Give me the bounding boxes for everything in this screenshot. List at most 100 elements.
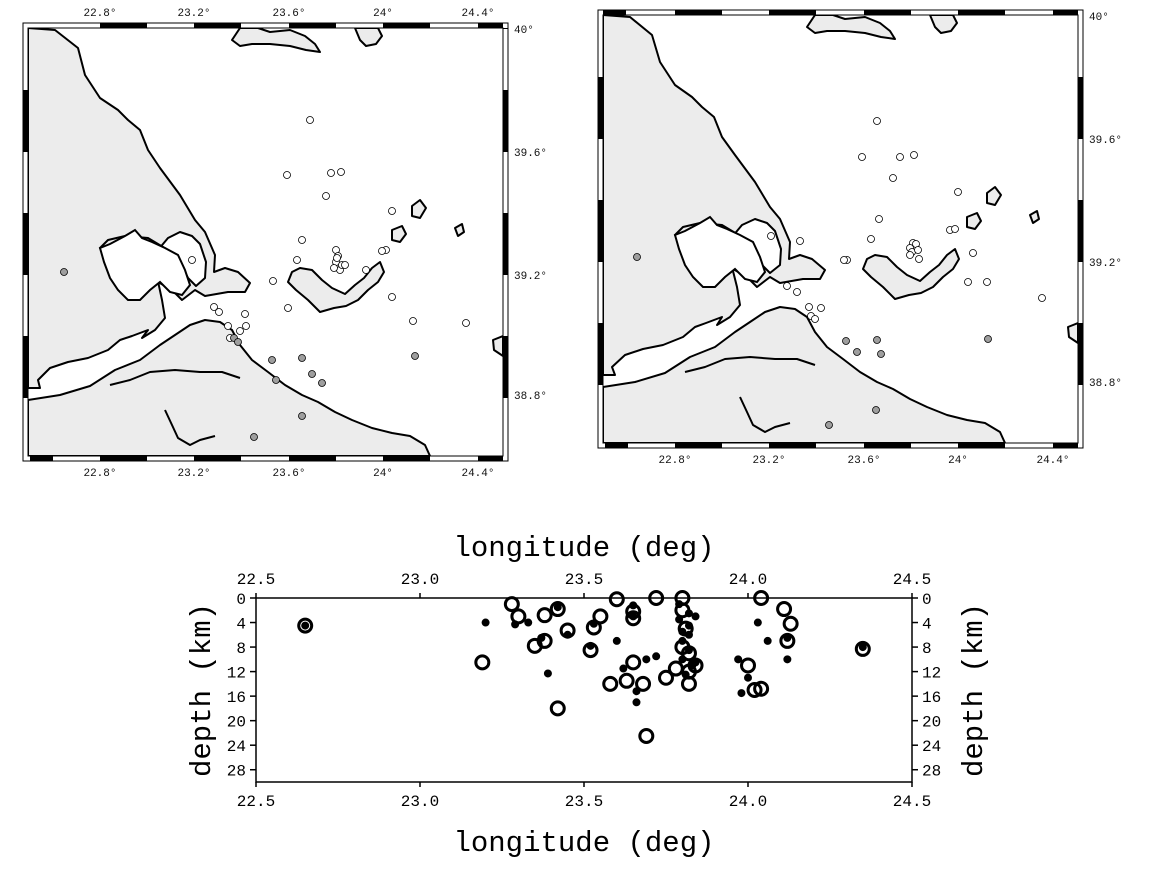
depth-axis-ticks: 22.5 22.5 23.0 23.0 23.5 23.5 24.0 24.0 24.5 24.5… <box>227 571 941 811</box>
depth-event-dot <box>678 636 687 645</box>
depth-event-ring <box>536 632 553 649</box>
left-top-tick-2: 23.2° <box>177 8 210 20</box>
depth-top-tick-label: 24.0 <box>729 571 767 589</box>
depth-event-ring <box>608 591 625 608</box>
depth-left-tick-label: 0 <box>236 591 246 609</box>
left-top-tick-1: 22.8° <box>83 8 116 20</box>
right-event-marker <box>840 256 848 264</box>
depth-event-dot <box>553 603 562 612</box>
left-event-marker <box>378 247 386 255</box>
right-map: 22.8° 23.2° 23.6° 24° 24.4° 40° 39.6° 39… <box>597 9 1122 467</box>
depth-event-dot <box>678 627 687 636</box>
left-event-marker <box>322 192 330 200</box>
depth-points <box>297 590 871 744</box>
depth-event-ring <box>753 590 770 606</box>
left-event-marker <box>330 264 338 272</box>
depth-event-dot <box>737 689 746 698</box>
depth-bottom-tick-label: 22.5 <box>237 793 275 811</box>
right-event-marker-grey <box>877 350 885 358</box>
right-event-marker <box>906 251 914 259</box>
depth-event-dot <box>678 655 687 664</box>
right-event-marker <box>889 174 897 182</box>
depth-event-dot <box>629 612 638 621</box>
left-euboea-north <box>287 261 385 313</box>
right-map-border-pattern <box>598 10 1083 448</box>
depth-event-ring <box>503 596 520 613</box>
left-map-events <box>60 116 470 441</box>
right-bottom-tick-5: 24.4° <box>1036 455 1069 467</box>
right-bottom-tick-2: 23.2° <box>752 455 785 467</box>
left-right-tick-2: 39.6° <box>514 148 547 160</box>
depth-event-ring <box>635 675 652 692</box>
left-event-marker-grey <box>308 370 316 378</box>
left-map-land <box>28 28 503 456</box>
right-event-marker-grey <box>842 337 850 345</box>
depth-event-dot <box>629 601 638 610</box>
depth-event-dot <box>563 630 572 639</box>
right-islet-4 <box>1067 322 1078 344</box>
left-event-marker-grey <box>268 356 276 364</box>
depth-right-tick-label: 8 <box>922 640 932 658</box>
depth-event-ring <box>602 675 619 692</box>
depth-top-tick-label: 23.0 <box>401 571 439 589</box>
left-event-marker <box>337 168 345 176</box>
left-bottom-tick-3: 23.6° <box>272 468 305 480</box>
depth-event-dot <box>675 615 684 624</box>
left-islet-2 <box>411 199 427 219</box>
depth-bottom-tick-label: 23.0 <box>401 793 439 811</box>
right-event-marker <box>767 232 775 240</box>
right-bottom-tick-4: 24° <box>948 455 968 467</box>
right-bottom-tick-3: 23.6° <box>847 455 880 467</box>
right-gulf-coast <box>684 356 816 373</box>
left-south-coast <box>164 409 216 446</box>
right-mainland-west <box>603 15 826 376</box>
right-event-marker <box>1038 294 1046 302</box>
right-south-coast <box>739 396 791 433</box>
depth-event-ring <box>658 669 674 686</box>
right-event-marker-grey <box>825 421 833 429</box>
left-right-tick-4: 38.8° <box>514 391 547 403</box>
depth-event-ring <box>638 728 655 744</box>
right-event-marker <box>969 249 977 257</box>
left-event-marker <box>236 327 244 335</box>
right-event-marker <box>910 151 918 159</box>
left-event-marker <box>224 322 232 330</box>
right-event-marker <box>954 188 962 196</box>
left-event-marker <box>298 236 306 244</box>
right-right-tick-3: 39.2° <box>1089 258 1122 270</box>
depth-event-dot <box>619 664 628 673</box>
depth-left-tick-label: 20 <box>227 714 246 732</box>
depth-event-ring <box>592 608 609 625</box>
depth-event-dot <box>753 618 762 627</box>
right-map-land <box>603 15 1078 443</box>
depth-right-tick-label: 12 <box>922 665 941 683</box>
right-skiathos <box>806 15 896 40</box>
left-event-marker-grey <box>234 338 242 346</box>
depth-event-dot <box>744 673 752 682</box>
left-islet-3 <box>454 223 465 237</box>
depth-event-dot <box>858 643 867 652</box>
depth-event-dot <box>734 655 743 664</box>
depth-right-tick-label: 28 <box>922 763 941 781</box>
depth-event-dot <box>691 658 700 667</box>
left-top-tick-3: 23.6° <box>272 8 305 20</box>
depth-right-tick-label: 0 <box>922 591 932 609</box>
right-mainland-south <box>603 306 1006 443</box>
depth-right-tick-label: 4 <box>922 616 932 634</box>
depth-bottom-tick-label: 24.5 <box>893 793 931 811</box>
depth-event-dot <box>642 655 651 664</box>
right-event-marker-grey <box>633 253 641 261</box>
right-event-marker-grey <box>872 406 880 414</box>
right-event-marker <box>896 153 904 161</box>
left-bottom-tick-1: 22.8° <box>83 468 116 480</box>
left-event-marker <box>242 322 250 330</box>
depth-right-tick-label: 20 <box>922 714 941 732</box>
left-bottom-tick-5: 24.4° <box>461 468 494 480</box>
right-islet-3 <box>1029 210 1040 224</box>
depth-event-ring <box>618 672 635 689</box>
right-event-marker <box>875 215 883 223</box>
depth-right-axis-label: depth (km) <box>958 603 991 777</box>
left-event-marker-grey <box>411 352 419 360</box>
right-event-marker <box>964 278 972 286</box>
left-event-marker <box>409 317 417 325</box>
